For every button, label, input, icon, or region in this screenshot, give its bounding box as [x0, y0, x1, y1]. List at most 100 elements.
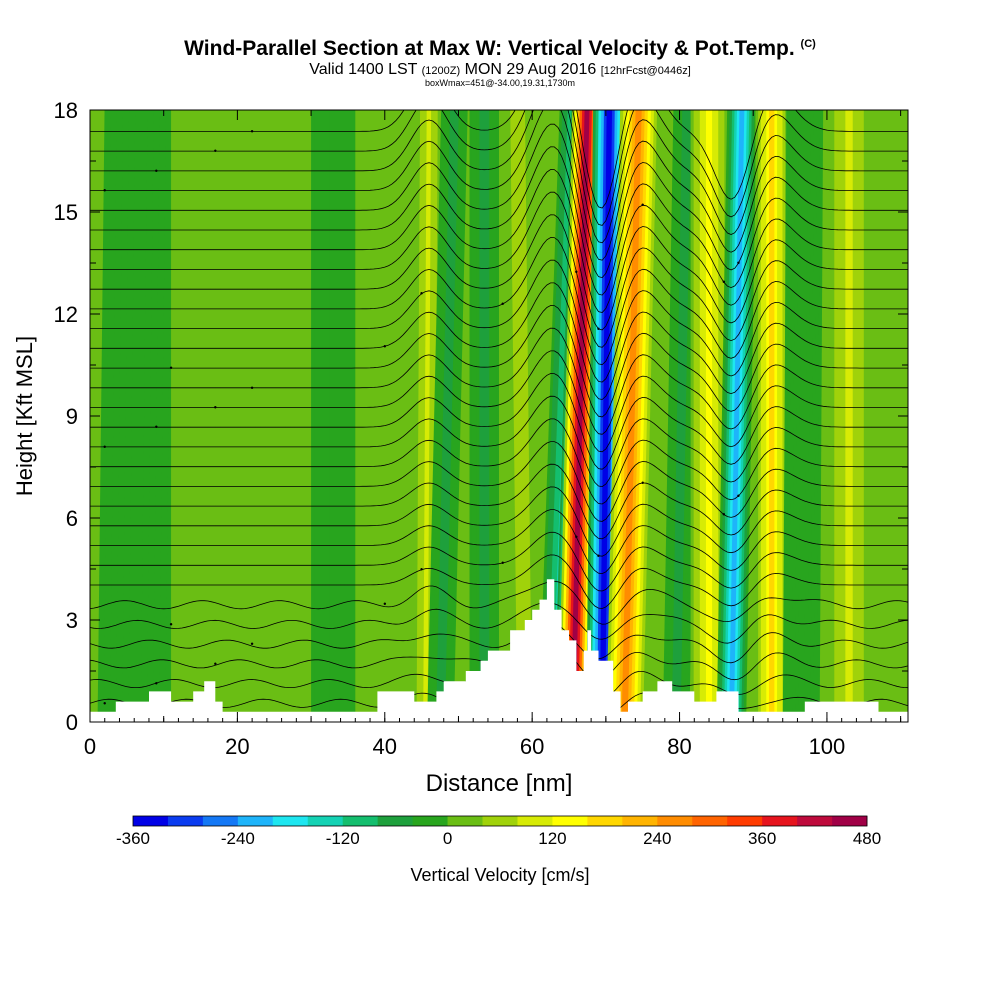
theta-contour-22 [90, 191, 908, 331]
velocity-band-3-level-5 [329, 110, 337, 722]
theta-contour-23 [90, 169, 908, 313]
colorbar-swatch-14 [622, 816, 658, 826]
theta-contour-label-25: • [737, 258, 740, 268]
theta-contour-label-4: • [169, 619, 172, 629]
velocity-band-7-level-5 [515, 110, 528, 722]
y-tick-label-3: 3 [66, 608, 78, 633]
x-tick-label-40: 40 [373, 734, 397, 759]
x-tick-label-0: 0 [84, 734, 96, 759]
theta-contour-17 [90, 305, 908, 418]
chart-subtitle: Valid 1400 LST (1200Z) MON 29 Aug 2016 [… [0, 61, 1000, 79]
theta-contour-12 [90, 418, 908, 505]
chart-title-tag: (C) [800, 38, 816, 50]
colorbar-swatch-12 [552, 816, 588, 826]
velocity-band-11-level-5 [599, 110, 613, 722]
y-tick-label-0: 0 [66, 710, 78, 735]
axis-ticks: 0 20 40 60 80 100 0 3 6 9 12 15 18 [54, 98, 908, 759]
colorbar-swatch-7 [377, 816, 414, 826]
colorbar-swatch-8 [412, 816, 448, 826]
velocity-band-10-level-5 [570, 110, 590, 722]
colorbar-tick-label-2: -120 [326, 829, 360, 848]
colorbar: -360 -240 -120 0 120 240 360 480 [116, 815, 881, 848]
colorbar-tick-label-6: 360 [748, 829, 776, 848]
x-tick-label-20: 20 [225, 734, 249, 759]
theta-contour-label-7: • [501, 558, 504, 568]
colorbar-tick-label-7: 480 [853, 829, 881, 848]
colorbar-swatch-9 [447, 816, 483, 826]
theta-contour-24 [90, 146, 908, 296]
velocity-band-15-level-5 [728, 110, 745, 722]
theta-contour-label-8: • [575, 532, 578, 542]
colorbar-swatch-13 [587, 816, 623, 826]
velocity-band-17-level-5 [798, 110, 808, 722]
theta-contour-label-9: • [597, 551, 600, 561]
theta-contour-label-12: • [737, 491, 740, 501]
velocity-field [97, 110, 872, 722]
theta-contour-label-17: • [169, 363, 172, 373]
colorbar-swatch-18 [762, 816, 798, 826]
theta-contour-label-27: • [155, 166, 158, 176]
theta-contour-label-5: • [383, 599, 386, 609]
terrain-mask [90, 579, 908, 722]
y-tick-label-9: 9 [66, 404, 78, 429]
colorbar-swatch-6 [342, 816, 379, 826]
theta-contour-6 [90, 554, 908, 609]
theta-contour-19 [90, 259, 908, 383]
theta-contour-25 [90, 123, 908, 279]
colorbar-swatch-2 [202, 816, 239, 826]
theta-contour-label-19: • [420, 289, 423, 299]
colorbar-swatch-16 [692, 816, 728, 826]
colorbar-tick-label-0: -360 [116, 829, 150, 848]
theta-contour-label-11: • [722, 509, 725, 519]
theta-contour-20 [90, 237, 908, 366]
theta-contour-label-28: • [214, 146, 217, 156]
theta-contour-11 [90, 441, 908, 522]
theta-contour-label-3: • [251, 639, 254, 649]
theta-contour-label-14: • [155, 422, 158, 432]
velocity-band-5-level-5 [438, 110, 457, 722]
colorbar-swatch-20 [832, 816, 868, 826]
theta-contour-label-21: • [575, 267, 578, 277]
y-tick-label-15: 15 [54, 200, 78, 225]
colorbar-swatch-10 [482, 816, 518, 826]
theta-contour-label-20: • [501, 299, 504, 309]
velocity-band-12-level-5 [621, 110, 642, 722]
theta-contour-label-24: • [722, 277, 725, 287]
colorbar-label: Vertical Velocity [cm/s] [410, 865, 589, 885]
theta-contour-27 [90, 110, 908, 244]
valid-date: MON 29 Aug 2016 [464, 61, 597, 78]
colorbar-swatch-1 [167, 816, 204, 826]
valid-utc: (1200Z) [421, 65, 461, 77]
theta-contour-7 [90, 531, 908, 592]
valid-prefix: Valid 1400 LST [309, 61, 418, 78]
chart-title: Wind-Parallel Section at Max W: Vertical… [0, 37, 1000, 61]
velocity-band-14-level-5 [705, 110, 713, 722]
theta-contour-label-29: • [251, 126, 254, 136]
y-tick-label-12: 12 [54, 302, 78, 327]
colorbar-swatch-15 [657, 816, 693, 826]
velocity-band-16-level-5 [768, 110, 775, 722]
x-tick-label-80: 80 [667, 734, 691, 759]
theta-contour-label-15: • [214, 403, 217, 413]
theta-contour-label-1: • [155, 679, 158, 689]
theta-contour-15 [90, 350, 908, 453]
x-tick-label-100: 100 [809, 734, 846, 759]
colorbar-tick-label-1: -240 [221, 829, 255, 848]
colorbar-frame [132, 815, 868, 827]
theta-contour-label-26: • [103, 186, 106, 196]
theta-contour-16 [90, 327, 908, 435]
theta-contour-28 [90, 110, 908, 226]
velocity-band-13-level-5 [673, 110, 689, 722]
y-axis-label: Height [Kft MSL] [12, 336, 37, 496]
colorbar-swatch-11 [517, 816, 553, 826]
theta-contour-label-6: • [420, 565, 423, 575]
colorbar-tick-label-5: 240 [643, 829, 671, 848]
velocity-band-0-level-5 [128, 110, 148, 722]
theta-contour-9 [90, 486, 908, 557]
chart-title-main: Wind-Parallel Section at Max W: Vertical… [184, 37, 795, 60]
theta-contour-4 [90, 602, 908, 644]
velocity-band-2-level-5 [262, 110, 279, 722]
y-tick-label-18: 18 [54, 98, 78, 123]
colorbar-tick-label-3: 0 [443, 829, 452, 848]
